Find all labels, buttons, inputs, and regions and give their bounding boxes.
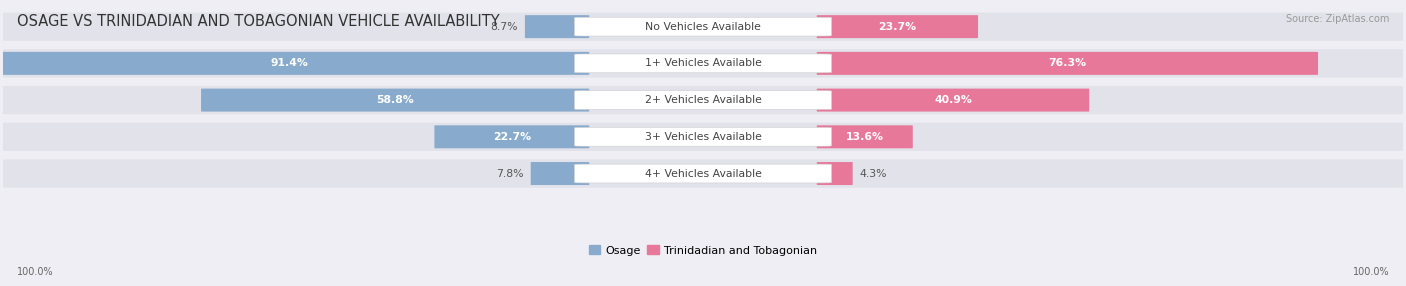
FancyBboxPatch shape xyxy=(575,127,831,146)
Text: 1+ Vehicles Available: 1+ Vehicles Available xyxy=(644,58,762,68)
Text: 4+ Vehicles Available: 4+ Vehicles Available xyxy=(644,168,762,178)
FancyBboxPatch shape xyxy=(0,123,1406,151)
FancyBboxPatch shape xyxy=(524,15,589,38)
Text: 40.9%: 40.9% xyxy=(934,95,972,105)
Legend: Osage, Trinidadian and Tobagonian: Osage, Trinidadian and Tobagonian xyxy=(585,241,821,260)
FancyBboxPatch shape xyxy=(817,162,852,185)
Text: 7.8%: 7.8% xyxy=(496,168,524,178)
FancyBboxPatch shape xyxy=(575,164,831,183)
Text: 58.8%: 58.8% xyxy=(377,95,413,105)
Text: Source: ZipAtlas.com: Source: ZipAtlas.com xyxy=(1285,14,1389,24)
FancyBboxPatch shape xyxy=(817,125,912,148)
Text: 8.7%: 8.7% xyxy=(491,22,519,32)
Text: 3+ Vehicles Available: 3+ Vehicles Available xyxy=(644,132,762,142)
FancyBboxPatch shape xyxy=(575,91,831,110)
Text: 4.3%: 4.3% xyxy=(859,168,887,178)
Text: No Vehicles Available: No Vehicles Available xyxy=(645,22,761,32)
FancyBboxPatch shape xyxy=(817,52,1317,75)
FancyBboxPatch shape xyxy=(817,89,1090,112)
Text: 2+ Vehicles Available: 2+ Vehicles Available xyxy=(644,95,762,105)
FancyBboxPatch shape xyxy=(201,89,589,112)
Text: 100.0%: 100.0% xyxy=(1353,267,1389,277)
Text: 76.3%: 76.3% xyxy=(1049,58,1087,68)
FancyBboxPatch shape xyxy=(575,54,831,73)
Text: 22.7%: 22.7% xyxy=(492,132,531,142)
Text: 100.0%: 100.0% xyxy=(17,267,53,277)
FancyBboxPatch shape xyxy=(0,49,1406,78)
Text: OSAGE VS TRINIDADIAN AND TOBAGONIAN VEHICLE AVAILABILITY: OSAGE VS TRINIDADIAN AND TOBAGONIAN VEHI… xyxy=(17,14,499,29)
FancyBboxPatch shape xyxy=(0,86,1406,114)
FancyBboxPatch shape xyxy=(530,162,589,185)
Text: 91.4%: 91.4% xyxy=(271,58,309,68)
FancyBboxPatch shape xyxy=(434,125,589,148)
FancyBboxPatch shape xyxy=(0,52,589,75)
Text: 23.7%: 23.7% xyxy=(879,22,917,32)
Text: 13.6%: 13.6% xyxy=(846,132,884,142)
FancyBboxPatch shape xyxy=(817,15,979,38)
FancyBboxPatch shape xyxy=(575,17,831,36)
FancyBboxPatch shape xyxy=(0,159,1406,188)
FancyBboxPatch shape xyxy=(0,13,1406,41)
